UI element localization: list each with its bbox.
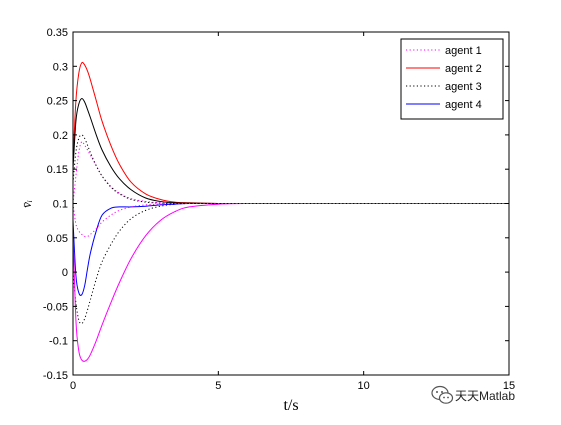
y-tick-label: 0 (62, 267, 68, 279)
y-axis-ticks: -0.15 -0.1 -0.05 0 0.05 0.1 0.15 0.2 0.25 0.3 0.35 (43, 27, 509, 382)
legend-label: agent 2 (445, 63, 482, 75)
y-tick-label: 0.35 (47, 27, 68, 39)
x-axis-label: t/s (283, 397, 298, 414)
y-tick-label: 0.2 (53, 130, 68, 142)
legend-label: agent 1 (445, 45, 482, 57)
y-tick-label: 0.25 (47, 96, 68, 108)
series-layer (72, 61, 509, 362)
watermark-text: 天天Matlab (455, 389, 515, 403)
y-tick-label: -0.15 (43, 370, 68, 382)
y-tick-label: -0.05 (43, 301, 68, 313)
y-axis-label: v̄ᵢ (19, 200, 34, 208)
watermark: 天天Matlab (431, 385, 515, 404)
wechat-icon (431, 385, 454, 404)
y-tick-label: 0.1 (53, 199, 68, 211)
x-tick-label: 5 (215, 380, 221, 392)
x-tick-label: 10 (358, 380, 370, 392)
legend-label: agent 3 (445, 81, 482, 93)
legend-label: agent 4 (445, 99, 482, 111)
y-tick-label: 0.15 (47, 164, 68, 176)
y-tick-label: 0.05 (47, 233, 68, 245)
legend-entries: agent 1 agent 2 agent 3 agent 4 (406, 45, 482, 111)
y-tick-label: 0.3 (53, 61, 68, 73)
legend: agent 1 agent 2 agent 3 agent 4 (400, 38, 504, 120)
x-tick-label: 0 (70, 380, 76, 392)
x-axis-ticks: 0 5 10 15 (70, 32, 515, 392)
x-tick-label: 15 (503, 380, 515, 392)
legend-box (400, 38, 504, 120)
y-tick-label: -0.1 (49, 336, 68, 348)
